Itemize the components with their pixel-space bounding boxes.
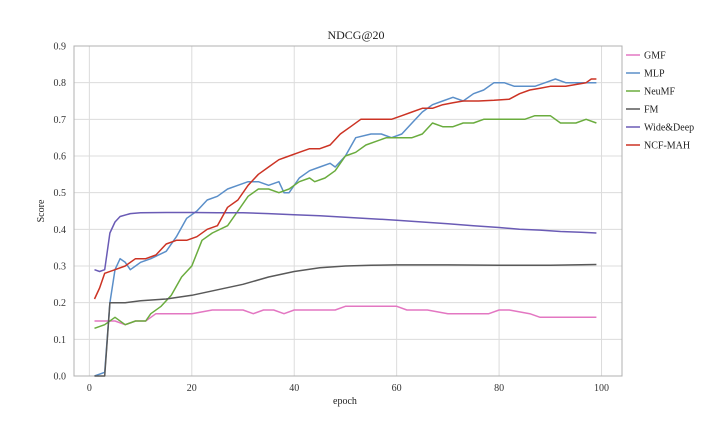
x-tick-label: 80 (494, 383, 504, 394)
legend-label: MLP (644, 69, 665, 80)
series-line-mlp (94, 78, 597, 377)
plot-background (74, 46, 622, 376)
y-axis-label: Score (36, 199, 47, 222)
y-tick-label: 0.6 (54, 152, 67, 163)
series-lines (93, 78, 597, 377)
legend-label: NeuMF (644, 87, 676, 98)
y-tick-label: 0.5 (54, 188, 67, 199)
axes (73, 45, 623, 377)
y-tick-label: 0.3 (54, 262, 67, 273)
legend-label: GMF (644, 51, 666, 62)
x-tick-label: 0 (87, 383, 92, 394)
series-line-fm (94, 263, 597, 377)
y-tick-label: 0.2 (54, 298, 67, 309)
series-line-gmf (94, 305, 597, 326)
legend-label: NCF-MAH (644, 141, 690, 152)
chart-title: NDCG@20 (327, 28, 384, 42)
x-tick-label: 40 (289, 383, 299, 394)
legend-label: FM (644, 105, 659, 116)
x-tick-label: 100 (594, 383, 609, 394)
y-tick-label: 0.9 (54, 42, 67, 53)
tick-labels: 0 20 40 60 80 100 0.0 0.1 0.2 0.3 0.4 0.5 0.6 0.7 0.8 0… (54, 42, 610, 395)
series-line-wide-deep (94, 211, 597, 273)
x-tick-label: 20 (187, 383, 197, 394)
y-tick-label: 0.0 (54, 372, 67, 383)
x-axis-label: epoch (333, 396, 357, 407)
y-tick-label: 0.1 (54, 335, 67, 346)
legend: GMF MLP NeuMF FM Wide&Deep NCF-MAH (626, 51, 694, 152)
plot-frame (73, 45, 623, 377)
y-tick-label: 0.4 (54, 225, 67, 236)
series-line-ncf-mah (93, 78, 597, 300)
y-tick-label: 0.8 (54, 78, 67, 89)
legend-label: Wide&Deep (644, 123, 694, 134)
x-tick-label: 60 (392, 383, 402, 394)
y-tick-label: 0.7 (54, 115, 67, 126)
plot-area (74, 46, 622, 376)
